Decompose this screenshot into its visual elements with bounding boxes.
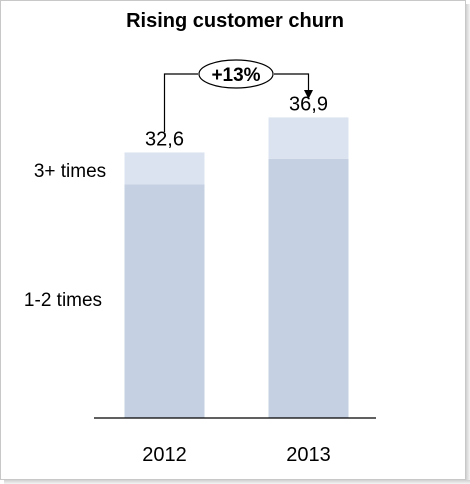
bar-2013-segment-3plus-times — [268, 117, 349, 159]
frame-shadow-right — [466, 4, 470, 484]
bar-total-label-2013: 36,9 — [289, 93, 328, 115]
legend-label-1-2-times: 1-2 times — [24, 290, 102, 311]
frame-shadow-bottom — [4, 480, 470, 484]
growth-arrowhead-icon — [304, 90, 313, 99]
growth-annotation: +13% — [163, 59, 313, 132]
bar-2013-segment-1-2-times — [268, 158, 349, 418]
category-label-2012: 2012 — [142, 444, 187, 466]
bars-group: 32,6 2012 36,9 2013 — [124, 93, 349, 466]
bar-2012-segment-1-2-times — [124, 184, 205, 418]
bar-2012-segment-3plus-times — [124, 152, 205, 185]
chart-title: Rising customer churn — [126, 10, 344, 32]
bar-total-label-2012: 32,6 — [145, 128, 184, 150]
growth-bracket-line — [163, 73, 310, 132]
growth-ellipse — [198, 59, 274, 89]
category-label-2013: 2013 — [286, 444, 331, 466]
growth-percent-label: +13% — [211, 65, 260, 86]
legend-label-3plus-times: 3+ times — [34, 161, 106, 182]
